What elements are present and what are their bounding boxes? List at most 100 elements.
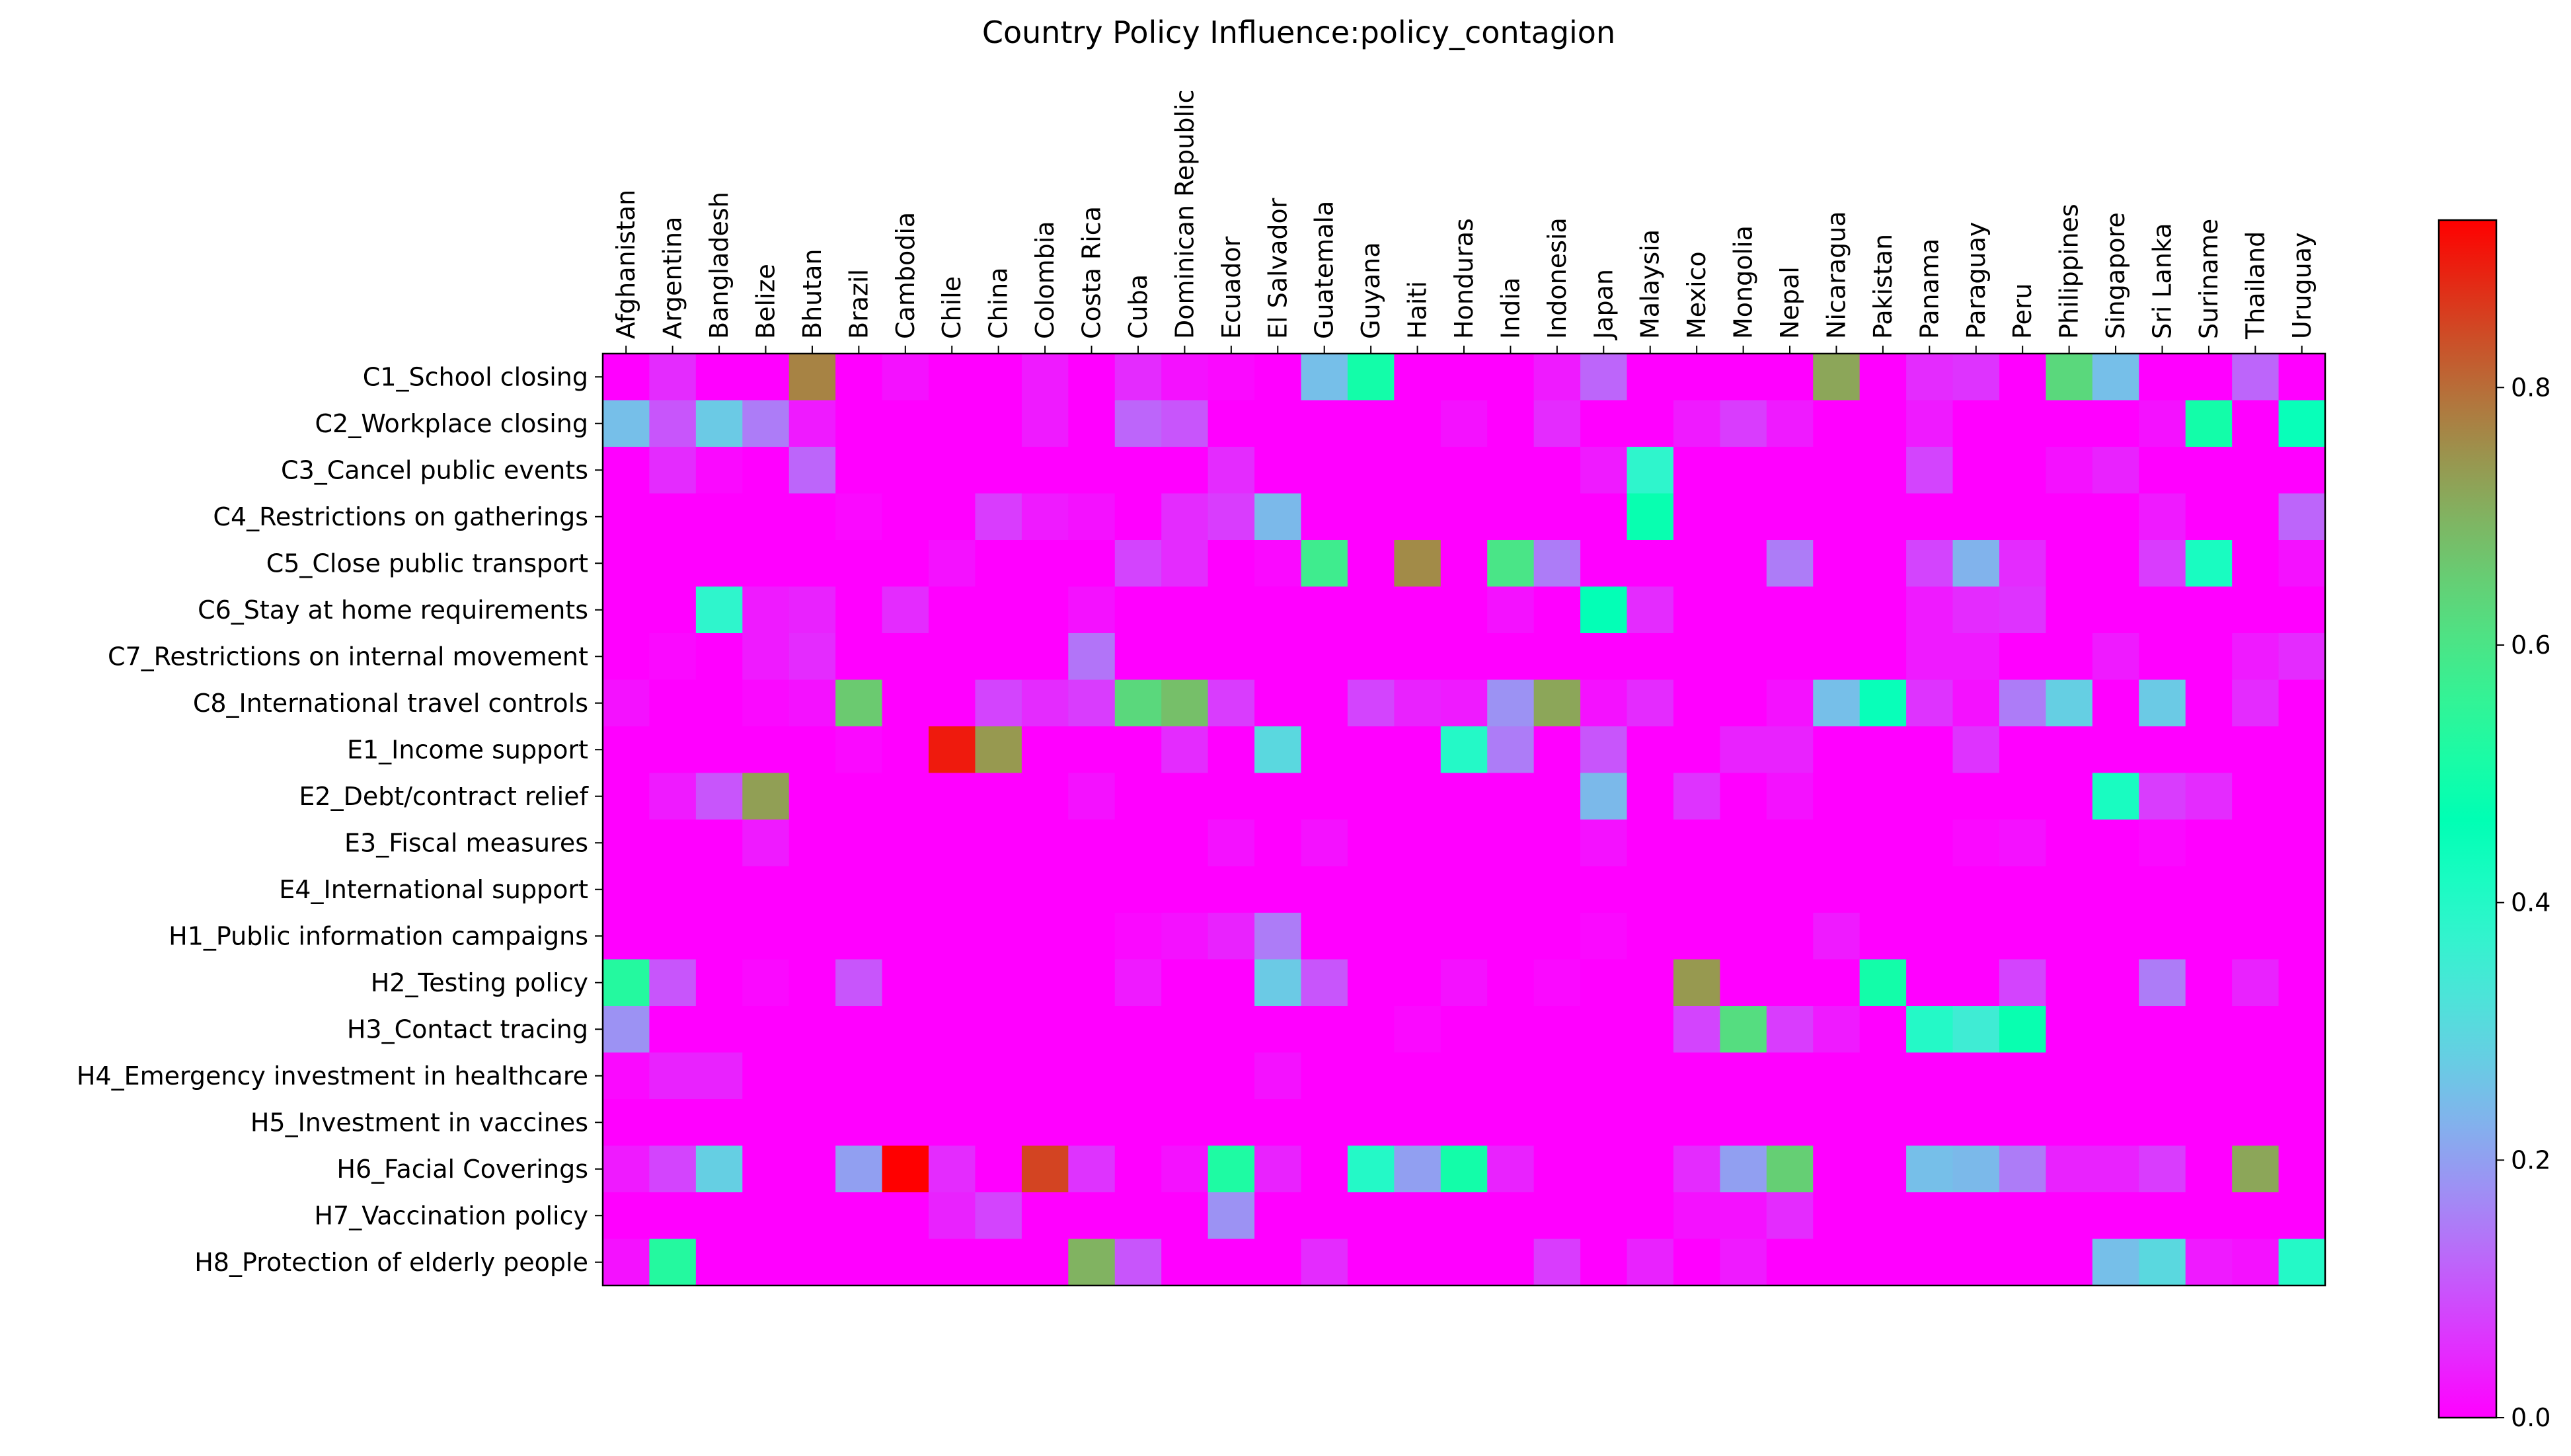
heatmap-cell xyxy=(1766,866,1814,913)
heatmap-cell xyxy=(2046,1192,2093,1240)
heatmap-cell xyxy=(1487,540,1535,588)
heatmap-cell xyxy=(1487,1239,1535,1286)
heatmap-cell xyxy=(2278,773,2326,820)
heatmap-cell xyxy=(1208,1052,1255,1100)
heatmap-cell xyxy=(1766,913,1814,960)
heatmap-cell xyxy=(2185,1192,2233,1240)
heatmap-cell xyxy=(2092,493,2139,541)
heatmap-cell xyxy=(2139,820,2186,867)
heatmap-cell xyxy=(1952,493,2000,541)
heatmap-cell xyxy=(695,354,743,401)
heatmap-cell xyxy=(1487,447,1535,494)
heatmap-cell xyxy=(1999,633,2046,681)
heatmap-cell xyxy=(1208,773,1255,820)
heatmap-cell xyxy=(1906,866,1954,913)
heatmap-cell xyxy=(975,354,1022,401)
heatmap-cell xyxy=(1394,1239,1441,1286)
heatmap-cell xyxy=(1347,1099,1395,1147)
heatmap-cell xyxy=(1720,1239,1767,1286)
heatmap-cell xyxy=(1161,633,1209,681)
heatmap-cell xyxy=(835,820,883,867)
heatmap-cell xyxy=(1999,820,2046,867)
heatmap-cell xyxy=(1766,400,1814,447)
heatmap-cell xyxy=(1208,447,1255,494)
heatmap-cell xyxy=(1021,447,1069,494)
heatmap-cell xyxy=(2139,354,2186,401)
heatmap-cell xyxy=(1720,540,1767,588)
heatmap-cell xyxy=(1394,354,1441,401)
heatmap-cell xyxy=(1021,1099,1069,1147)
heatmap-cell xyxy=(649,726,697,774)
heatmap-cell xyxy=(1952,633,2000,681)
heatmap-cell xyxy=(2185,400,2233,447)
heatmap-cell xyxy=(1021,586,1069,634)
heatmap-cell xyxy=(1813,773,1861,820)
heatmap-cell xyxy=(1952,913,2000,960)
heatmap-cell xyxy=(2185,1099,2233,1147)
heatmap-cell xyxy=(695,1006,743,1054)
heatmap-cell xyxy=(1440,1192,1488,1240)
heatmap-cell xyxy=(1394,1052,1441,1100)
heatmap-cell xyxy=(1813,1099,1861,1147)
heatmap-cell xyxy=(1114,1006,1162,1054)
heatmap-cell xyxy=(695,913,743,960)
heatmap-cell xyxy=(1906,1192,1954,1240)
colorbar-tick-label: 0.4 xyxy=(2511,888,2551,917)
heatmap-cell xyxy=(1580,1145,1628,1193)
heatmap-cell xyxy=(882,586,929,634)
x-tick-label: Afghanistan xyxy=(611,190,640,339)
heatmap-cell xyxy=(2278,540,2326,588)
heatmap-cell xyxy=(835,679,883,727)
heatmap-cell xyxy=(1021,1145,1069,1193)
heatmap-cell xyxy=(1859,400,1907,447)
heatmap-cell xyxy=(1952,586,2000,634)
heatmap-cell xyxy=(1859,493,1907,541)
heatmap-cell xyxy=(788,1192,836,1240)
heatmap-cell xyxy=(1161,400,1209,447)
heatmap-cell xyxy=(1114,866,1162,913)
chart-title: Country Policy Influence:policy_contagio… xyxy=(982,15,1615,50)
heatmap-cell xyxy=(2139,493,2186,541)
heatmap-cell xyxy=(2278,1239,2326,1286)
heatmap-cell xyxy=(1906,820,1954,867)
heatmap-cell xyxy=(1021,820,1069,867)
heatmap-cell xyxy=(1999,913,2046,960)
heatmap-cell xyxy=(1766,1239,1814,1286)
heatmap-cell xyxy=(835,1192,883,1240)
heatmap-cell xyxy=(2185,1006,2233,1054)
heatmap-cell xyxy=(2278,447,2326,494)
heatmap-cell xyxy=(1068,1099,1116,1147)
heatmap-cell xyxy=(1301,913,1348,960)
heatmap-cell xyxy=(2185,1052,2233,1100)
heatmap-cell xyxy=(975,1006,1022,1054)
heatmap-cell xyxy=(1068,959,1116,1007)
heatmap-cell xyxy=(2278,959,2326,1007)
heatmap-cell xyxy=(742,447,790,494)
heatmap-cell xyxy=(2185,1239,2233,1286)
heatmap-cell xyxy=(788,1145,836,1193)
heatmap-cell xyxy=(2278,1006,2326,1054)
heatmap-cell xyxy=(1254,1006,1302,1054)
heatmap-cell xyxy=(1301,959,1348,1007)
x-tick-label: Philippines xyxy=(2055,204,2084,339)
heatmap-cell xyxy=(1673,400,1720,447)
heatmap-cell xyxy=(649,679,697,727)
heatmap-cell xyxy=(1208,354,1255,401)
heatmap-cell xyxy=(2185,493,2233,541)
heatmap-cell xyxy=(1021,866,1069,913)
heatmap-cell xyxy=(2232,493,2280,541)
heatmap-cell xyxy=(1394,1192,1441,1240)
heatmap-cell xyxy=(603,493,650,541)
heatmap-cell xyxy=(1114,1192,1162,1240)
heatmap-cell xyxy=(882,633,929,681)
heatmap-cell xyxy=(929,633,976,681)
heatmap-cell xyxy=(1533,773,1581,820)
heatmap-cell xyxy=(1301,586,1348,634)
heatmap-cell xyxy=(1813,400,1861,447)
heatmap-cell xyxy=(1952,1006,2000,1054)
heatmap-cell xyxy=(1859,679,1907,727)
heatmap-cell xyxy=(2185,866,2233,913)
heatmap-cell xyxy=(1720,820,1767,867)
heatmap-cell xyxy=(1208,1099,1255,1147)
heatmap-cell xyxy=(1254,726,1302,774)
